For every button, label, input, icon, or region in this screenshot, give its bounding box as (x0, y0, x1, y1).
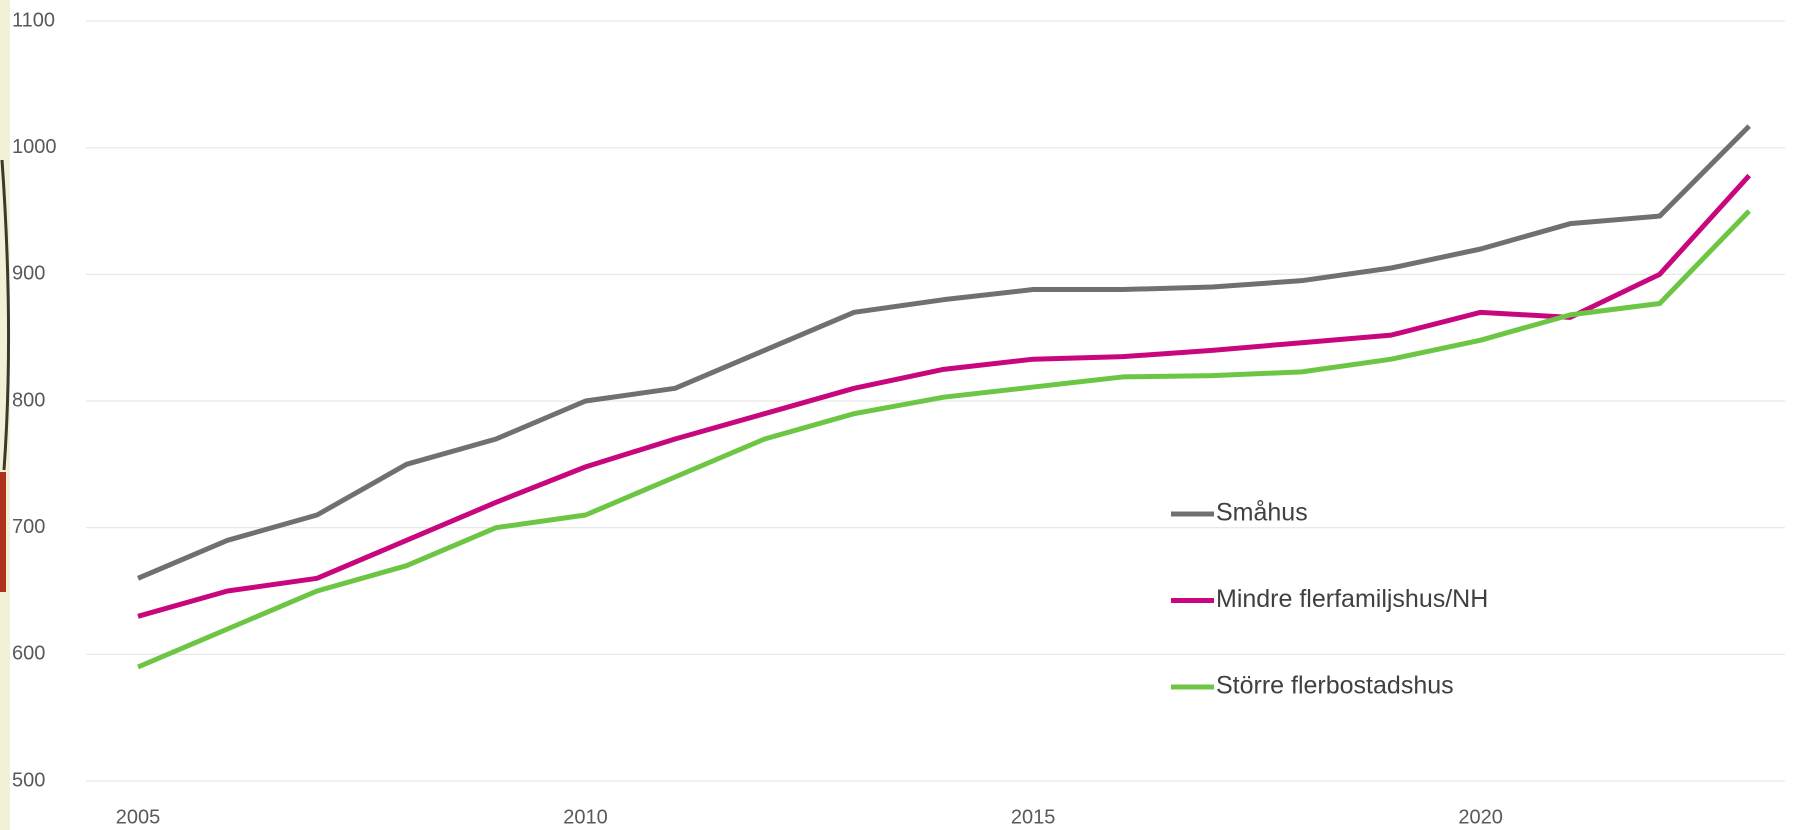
legend-label: Större flerbostadshus (1216, 672, 1454, 700)
y-tick-label: 900 (12, 263, 45, 285)
y-tick-label: 800 (12, 389, 45, 411)
y-tick-label: 500 (12, 769, 45, 791)
x-tick-label: 2020 (1458, 806, 1503, 828)
y-tick-label: 1000 (12, 136, 57, 158)
y-tick-label: 700 (12, 516, 45, 538)
line-series (137, 173, 1752, 619)
edge-block (0, 472, 6, 592)
x-tick-label: 2015 (1011, 806, 1056, 828)
line-series (137, 124, 1751, 581)
x-tick-label: 2005 (116, 806, 161, 828)
line-series (137, 209, 1751, 670)
y-tick-label: 600 (12, 643, 45, 665)
legend-label: Småhus (1216, 499, 1308, 527)
legend-label: Mindre flerfamiljshus/NH (1216, 585, 1488, 613)
x-tick-label: 2010 (563, 806, 608, 828)
edge-strip (0, 0, 10, 830)
y-tick-label: 1100 (12, 9, 55, 31)
edge-decor (0, 159, 11, 471)
